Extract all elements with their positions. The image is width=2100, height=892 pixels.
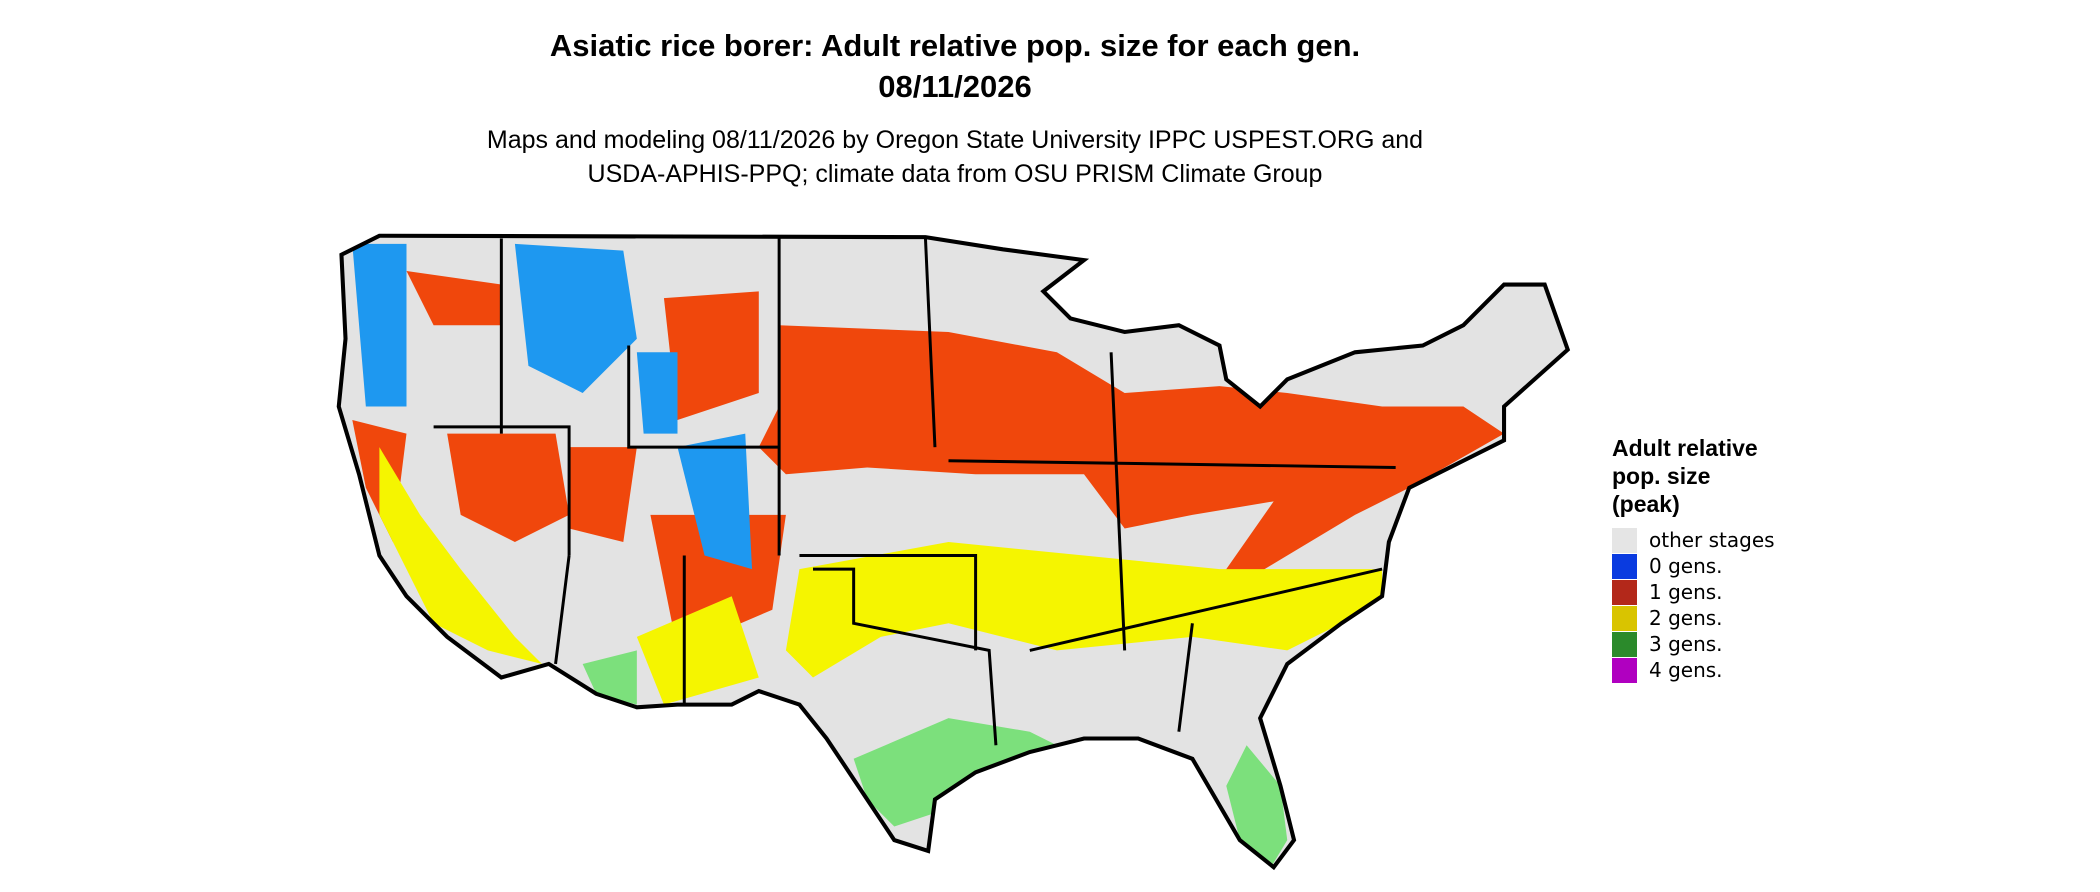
- region: [758, 325, 1505, 597]
- legend-swatch: [1612, 658, 1637, 683]
- region: [582, 650, 1288, 868]
- title-date: 08/11/2026: [878, 69, 1031, 104]
- state-borders: [433, 238, 1396, 746]
- legend-label: 4 gens.: [1649, 658, 1723, 682]
- subtitle: USDA-APHIS-PPQ; climate data from OSU PR…: [588, 160, 1323, 188]
- legend-swatch: [1612, 632, 1637, 657]
- legend-label: 2 gens.: [1649, 606, 1723, 630]
- legend-label: 1 gens.: [1649, 580, 1723, 604]
- us-map: [339, 236, 1568, 874]
- legend-title: (peak): [1612, 491, 1680, 517]
- legend-label: 0 gens.: [1649, 554, 1723, 578]
- legend-swatch: [1612, 554, 1637, 579]
- legend-swatch: [1612, 580, 1637, 605]
- legend-swatch: [1612, 528, 1637, 553]
- region: [379, 447, 1383, 705]
- title: Asiatic rice borer: Adult relative pop. …: [550, 28, 1360, 63]
- legend-label: other stages: [1649, 528, 1775, 552]
- legend-label: 3 gens.: [1649, 632, 1723, 656]
- legend-title: Adult relative: [1612, 435, 1758, 461]
- region: [352, 243, 753, 570]
- legend-title: pop. size: [1612, 463, 1710, 489]
- legend-swatch: [1612, 606, 1637, 631]
- subtitle: Maps and modeling 08/11/2026 by Oregon S…: [487, 126, 1423, 154]
